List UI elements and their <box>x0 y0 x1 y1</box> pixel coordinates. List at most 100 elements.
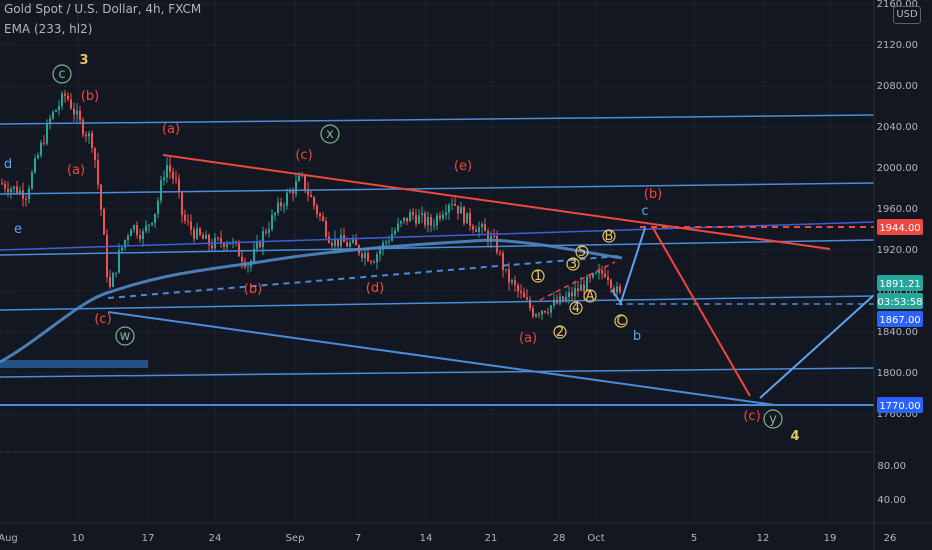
y-tick-label: 2080.00 <box>877 81 918 92</box>
candle-body <box>37 155 39 159</box>
currency-button[interactable]: USD <box>893 6 921 24</box>
candle-body <box>364 252 366 258</box>
x-tick-label: 12 <box>757 533 770 544</box>
candle-body <box>7 188 9 193</box>
wave-label: 3 <box>569 257 577 272</box>
candle-body <box>202 234 204 240</box>
candle-body <box>346 242 348 247</box>
x-tick-label: Aug <box>0 533 18 544</box>
trendline-bottom <box>0 367 875 378</box>
candle-body <box>187 220 189 222</box>
candle-body <box>286 192 288 206</box>
candle-body <box>538 314 540 316</box>
candle-body <box>475 229 477 232</box>
candle-body <box>331 242 333 246</box>
price-axis[interactable]: 2160.00 2120.00 2080.00 2040.00 2000.00 1960.… <box>873 0 918 550</box>
candle-body <box>430 217 432 226</box>
candle-body <box>238 242 240 257</box>
candle-body <box>43 142 45 144</box>
trend-lines <box>0 114 875 406</box>
candle-body <box>616 286 618 293</box>
candle-body <box>130 229 132 236</box>
candle-body <box>19 190 21 194</box>
candle-body <box>385 241 387 243</box>
wave-label: 4 <box>790 429 799 444</box>
candle-body <box>415 215 417 224</box>
candle-body <box>310 194 312 198</box>
x-tick-label: 26 <box>884 533 897 544</box>
candle-body <box>511 280 513 283</box>
wave-label: y <box>769 412 777 427</box>
price-tag-label: 03:53:58 <box>878 297 923 308</box>
candle-body <box>172 171 174 179</box>
candle-body <box>169 164 171 172</box>
candle-body <box>502 252 504 270</box>
x-tick-label: 5 <box>691 533 697 544</box>
candle-body <box>64 93 66 96</box>
wave-label: (a) <box>162 122 180 137</box>
candle-body <box>79 110 81 120</box>
candle-body <box>541 310 543 315</box>
wave-label: 4 <box>572 301 580 316</box>
candle-body <box>448 204 450 213</box>
candle-body <box>157 200 159 214</box>
candle-body <box>607 276 609 280</box>
candle-body <box>334 238 336 246</box>
candle-body <box>544 310 546 313</box>
candle-body <box>133 225 135 230</box>
x-tick-label: 28 <box>553 533 566 544</box>
candle-body <box>178 179 180 192</box>
candle-body <box>574 288 576 297</box>
candle-body <box>139 235 141 240</box>
candle-body <box>613 287 615 293</box>
candle-body <box>319 213 321 217</box>
wave-label: (e) <box>454 159 472 174</box>
candle-body <box>307 190 309 195</box>
candle-body <box>598 270 600 274</box>
wave-label-circle <box>531 269 545 283</box>
candle-body <box>106 234 108 277</box>
lower-tick-label: 40.00 <box>877 495 906 506</box>
candle-body <box>394 230 396 235</box>
price-tag-label: 1944.00 <box>879 223 920 234</box>
candle-body <box>196 228 198 239</box>
candle-body <box>73 108 75 115</box>
price-tags: 1944.00 1891.21 03:53:58 1867.00 1770.00 <box>877 219 923 413</box>
candle-body <box>40 142 42 156</box>
time-axis[interactable]: Aug 10 17 24 Sep 7 14 21 28 Oct 5 12 19 26 <box>0 522 932 544</box>
candle-body <box>514 280 516 286</box>
candle-body <box>127 235 129 240</box>
indicator-legend[interactable]: EMA (233, hl2) <box>4 22 93 36</box>
candle-body <box>424 213 426 226</box>
candle-body <box>379 249 381 255</box>
price-tag-box <box>877 275 923 291</box>
candle-body <box>499 252 501 254</box>
candle-body <box>151 222 153 225</box>
candle-body <box>532 308 534 317</box>
candle-body <box>112 273 114 287</box>
x-tick-label: Oct <box>587 533 604 544</box>
candle-body <box>550 305 552 313</box>
candle-body <box>31 172 33 189</box>
candle-body <box>604 273 606 277</box>
dashed-channel <box>107 255 621 299</box>
candle-body <box>175 178 177 180</box>
candle-body <box>316 205 318 214</box>
wave-label: (b) <box>244 282 262 297</box>
candle-body <box>229 243 231 245</box>
candle-body <box>181 191 183 215</box>
candle-body <box>586 276 588 292</box>
candle-body <box>16 186 18 194</box>
wave-label: B <box>605 229 614 244</box>
wave-label: (b) <box>81 89 99 104</box>
wave-label-circle <box>602 229 616 243</box>
price-tag-label: 1867.00 <box>879 315 920 326</box>
x-tick-label: 14 <box>420 533 433 544</box>
candle-body <box>373 262 375 264</box>
zone-box <box>0 360 148 368</box>
candle-body <box>136 225 138 236</box>
wave-label-circle <box>614 314 628 328</box>
candle-body <box>487 231 489 242</box>
